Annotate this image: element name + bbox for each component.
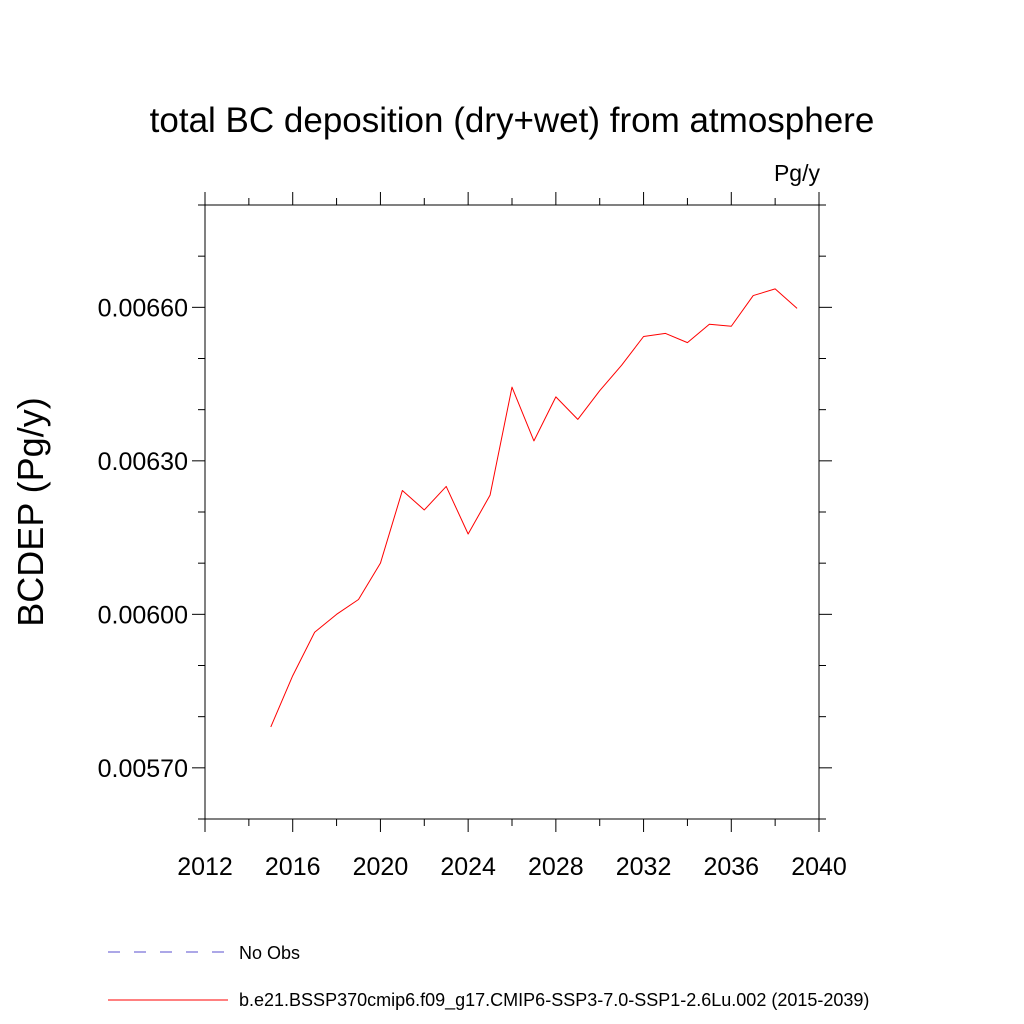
data-series: [270, 288, 798, 728]
x-tick-label: 2028: [528, 853, 584, 881]
chart-title: total BC deposition (dry+wet) from atmos…: [150, 101, 875, 140]
x-tick-label: 2012: [177, 853, 233, 881]
x-tick-label: 2036: [703, 853, 759, 881]
plot-frame: [204, 204, 820, 820]
x-tick-label: 2016: [265, 853, 321, 881]
series-line: [270, 288, 798, 728]
y-tick-label: 0.00660: [98, 294, 188, 322]
legend-label-model-run: b.e21.BSSP370cmip6.f09_g17.CMIP6-SSP3-7.…: [239, 990, 869, 1011]
legend-label-no-obs: No Obs: [239, 943, 300, 963]
y-axis-label: BCDEP (Pg/y): [10, 397, 51, 626]
y-tick-label: 0.00570: [98, 755, 188, 783]
legend: No Obs b.e21.BSSP370cmip6.f09_g17.CMIP6-…: [108, 943, 869, 1011]
x-tick-label: 2032: [616, 853, 672, 881]
axis-ticks: 2012 2016 2020 2024 2028 2032 2036 2040 0.00570 0…: [98, 192, 847, 881]
y-tick-label: 0.00630: [98, 448, 188, 476]
units-label: Pg/y: [774, 160, 821, 186]
x-tick-label: 2024: [440, 853, 496, 881]
x-tick-label: 2020: [353, 853, 409, 881]
x-tick-label: 2040: [791, 853, 847, 881]
y-tick-label: 0.00600: [98, 601, 188, 629]
